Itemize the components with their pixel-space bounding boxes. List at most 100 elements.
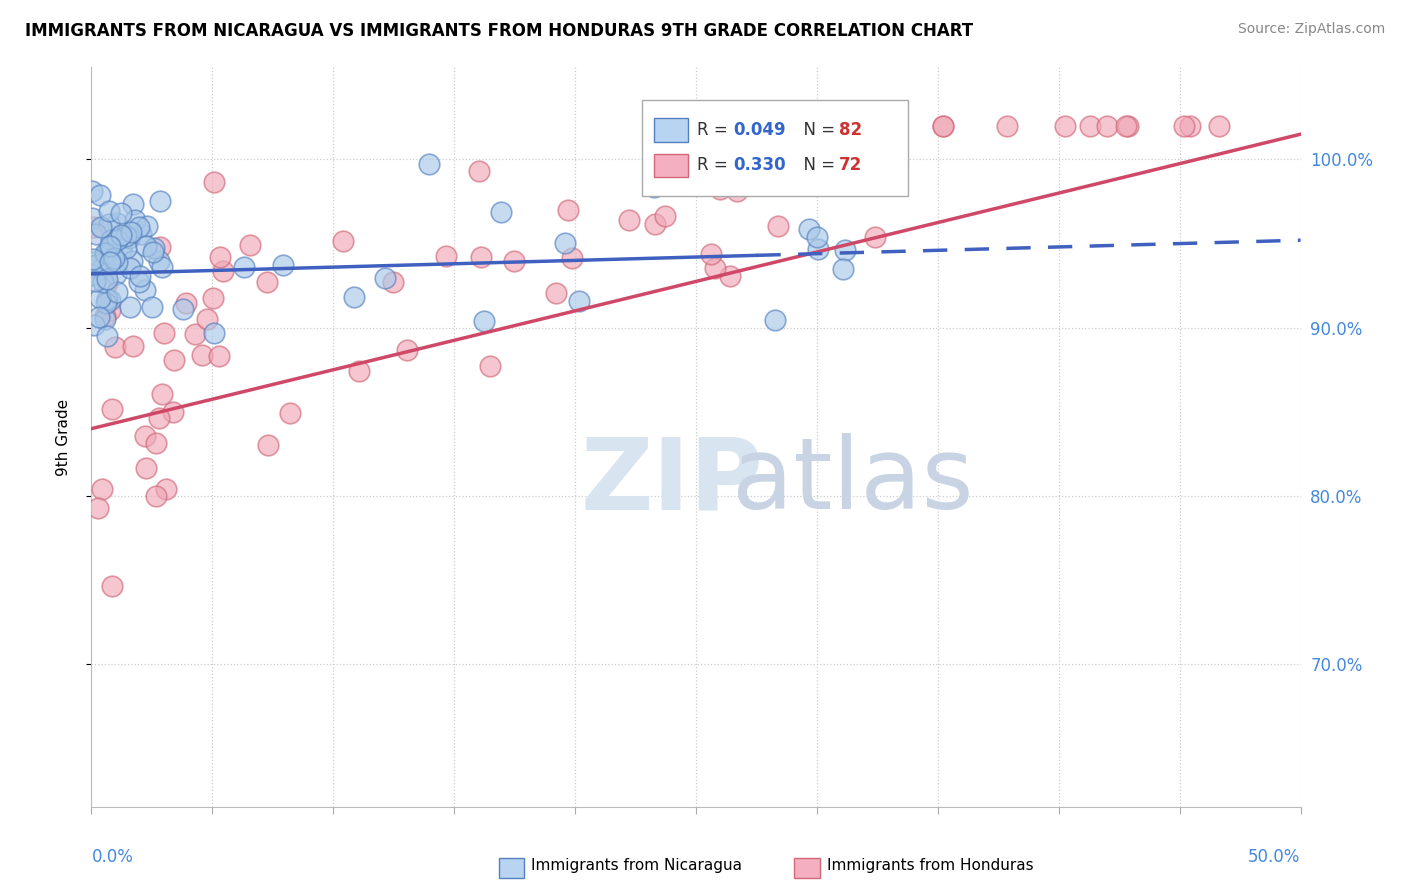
Text: Immigrants from Honduras: Immigrants from Honduras <box>827 858 1033 872</box>
Point <box>202 326 225 340</box>
Point <box>863 229 886 244</box>
Text: N =: N = <box>793 156 835 174</box>
Point <box>557 203 579 218</box>
Point <box>105 254 128 268</box>
Point <box>271 259 294 273</box>
Point <box>434 249 457 263</box>
Point <box>374 270 396 285</box>
Point <box>93 246 115 260</box>
Text: 50.0%: 50.0% <box>1249 848 1301 866</box>
Point <box>256 275 278 289</box>
Point <box>654 209 676 223</box>
Point <box>90 482 112 496</box>
Point <box>721 170 744 185</box>
Point <box>807 242 830 256</box>
Point <box>107 285 129 300</box>
Point <box>931 119 953 133</box>
Point <box>382 275 405 289</box>
Point <box>104 341 127 355</box>
Point <box>704 261 727 276</box>
Point <box>162 405 184 419</box>
Text: atlas: atlas <box>733 433 974 530</box>
Point <box>96 272 118 286</box>
Point <box>128 275 150 289</box>
Point <box>83 274 105 288</box>
Point <box>718 269 741 284</box>
Point <box>418 156 440 170</box>
Point <box>162 353 184 368</box>
Text: IMMIGRANTS FROM NICARAGUA VS IMMIGRANTS FROM HONDURAS 9TH GRADE CORRELATION CHAR: IMMIGRANTS FROM NICARAGUA VS IMMIGRANTS … <box>25 22 973 40</box>
Point <box>1097 119 1119 133</box>
Point <box>82 255 104 269</box>
Point <box>128 220 150 235</box>
Point <box>100 401 122 416</box>
Point <box>544 286 567 301</box>
Point <box>195 312 218 326</box>
Text: R =: R = <box>697 120 733 139</box>
Point <box>174 296 197 310</box>
Point <box>643 180 665 194</box>
Point <box>98 238 121 252</box>
Point <box>128 268 150 283</box>
Point <box>257 438 280 452</box>
Text: R =: R = <box>697 156 733 174</box>
Point <box>699 247 721 261</box>
Point <box>135 461 157 475</box>
Point <box>98 303 121 318</box>
Point <box>347 364 370 378</box>
Point <box>142 245 165 260</box>
Y-axis label: 9th Grade: 9th Grade <box>56 399 70 475</box>
Point <box>91 275 114 289</box>
Point <box>82 268 104 282</box>
Point <box>725 184 748 198</box>
Text: 72: 72 <box>838 156 862 174</box>
Point <box>107 231 129 245</box>
Point <box>468 164 491 178</box>
Point <box>568 293 591 308</box>
Point <box>472 313 495 327</box>
Point <box>107 233 129 247</box>
Point <box>121 253 143 268</box>
Point <box>84 258 107 272</box>
Point <box>120 225 142 239</box>
Point <box>93 248 115 262</box>
Point <box>727 119 749 133</box>
Point <box>766 219 789 233</box>
Point <box>554 235 576 250</box>
Point <box>101 579 124 593</box>
Point <box>191 348 214 362</box>
Point <box>155 482 177 496</box>
Point <box>83 220 105 235</box>
Point <box>105 216 128 230</box>
Bar <box>654 153 688 178</box>
Point <box>995 119 1018 133</box>
Point <box>201 292 224 306</box>
Text: ZIP: ZIP <box>581 433 763 530</box>
Point <box>89 187 111 202</box>
Bar <box>641 100 908 196</box>
Point <box>122 339 145 353</box>
Point <box>799 222 821 236</box>
Point <box>172 302 194 317</box>
Point <box>110 243 132 257</box>
Point <box>98 255 121 269</box>
Point <box>831 262 853 277</box>
Text: 82: 82 <box>838 120 862 139</box>
Point <box>1173 119 1195 133</box>
Point <box>141 301 163 315</box>
Point <box>89 262 111 277</box>
Point <box>561 251 583 265</box>
Point <box>96 293 118 307</box>
Text: Source: ZipAtlas.com: Source: ZipAtlas.com <box>1237 22 1385 37</box>
Point <box>184 326 207 341</box>
Point <box>82 211 104 225</box>
Point <box>149 240 172 254</box>
Point <box>153 326 176 340</box>
Point <box>145 436 167 450</box>
Point <box>118 231 141 245</box>
Point <box>470 250 492 264</box>
Point <box>94 310 117 324</box>
Point <box>100 233 122 247</box>
Point <box>232 260 254 274</box>
Point <box>693 119 716 133</box>
